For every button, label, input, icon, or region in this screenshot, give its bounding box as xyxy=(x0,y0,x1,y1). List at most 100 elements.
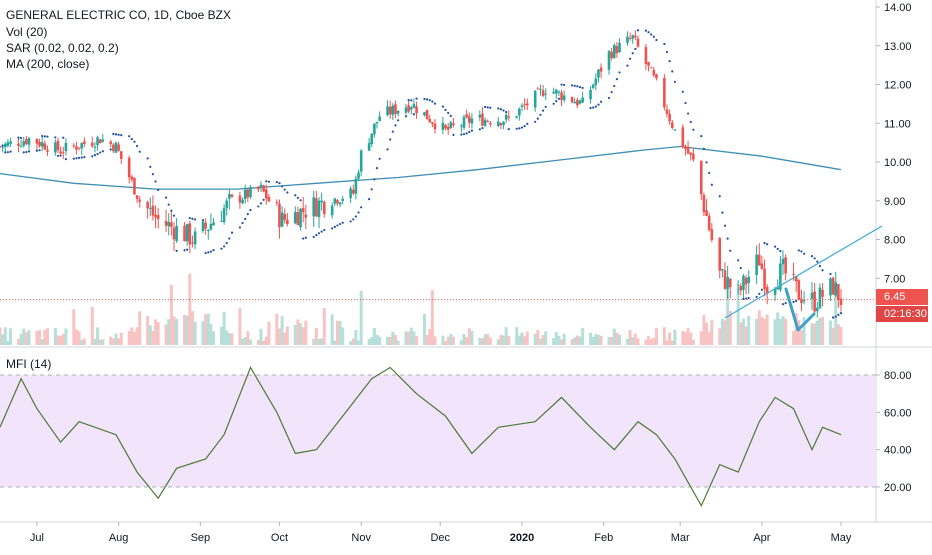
sar-dot xyxy=(758,292,761,295)
candle xyxy=(829,277,832,301)
volume-bar xyxy=(810,323,814,345)
volume-bar xyxy=(739,322,743,345)
sar-dot xyxy=(497,107,500,110)
volume-bar xyxy=(792,330,796,345)
volume-bar xyxy=(707,332,711,345)
sar-dot xyxy=(4,151,7,154)
candle xyxy=(154,205,157,229)
volume-bar xyxy=(19,333,23,345)
time-tick-label: Apr xyxy=(753,532,770,544)
sar-dot xyxy=(447,111,450,114)
sar-dot xyxy=(829,272,832,276)
candle-body xyxy=(80,143,84,149)
candle-body xyxy=(170,222,173,227)
sar-dot xyxy=(193,218,197,221)
sar-dot xyxy=(391,130,394,133)
sar-dot xyxy=(721,211,724,214)
volume-bar xyxy=(451,336,455,345)
legend-sar: SAR (0.02, 0.02, 0.2) xyxy=(6,41,119,55)
candle xyxy=(776,279,780,290)
candle-body xyxy=(718,238,722,271)
candle xyxy=(707,212,711,232)
candle-body xyxy=(576,99,579,106)
volume-bar xyxy=(204,314,208,345)
candle xyxy=(409,105,413,115)
volume-bar xyxy=(246,331,250,345)
candle xyxy=(293,206,297,225)
sar-dot xyxy=(404,115,408,118)
volume-bar xyxy=(594,334,598,345)
sar-dot xyxy=(352,218,355,221)
volume-bar xyxy=(813,323,817,345)
sar-dot xyxy=(1,144,4,147)
volume-bar xyxy=(615,332,619,345)
sar-dot xyxy=(188,216,191,220)
volume-bar xyxy=(720,318,724,345)
sar-dot xyxy=(481,127,484,130)
candle-body xyxy=(792,273,795,275)
candle-body xyxy=(504,114,508,120)
candle-body xyxy=(43,143,47,150)
candle xyxy=(75,141,78,155)
candle-body xyxy=(185,224,189,242)
candle xyxy=(460,123,463,133)
candle-body xyxy=(349,188,352,199)
sar-dot xyxy=(665,50,669,54)
candle xyxy=(212,217,215,226)
sar-dot xyxy=(555,100,558,103)
volume-bar xyxy=(333,340,337,345)
volume-bar xyxy=(183,314,187,345)
volume-bar xyxy=(6,340,10,345)
candle-body xyxy=(117,144,120,151)
sar-dot xyxy=(370,188,373,191)
candle xyxy=(367,138,371,152)
volume-bar xyxy=(670,340,674,345)
candle-body xyxy=(119,151,123,159)
mfi-tick-label: 40.00 xyxy=(884,445,912,457)
volume-bar xyxy=(625,338,629,345)
volume-bar xyxy=(341,327,345,345)
volume-bar xyxy=(480,338,484,345)
volume-bar xyxy=(151,330,155,345)
candle xyxy=(684,144,687,156)
volume-bar xyxy=(554,331,558,345)
candle xyxy=(27,137,31,150)
volume-bar xyxy=(802,317,806,345)
volume-bar xyxy=(109,336,113,345)
candle xyxy=(54,139,57,156)
candle-body xyxy=(83,141,86,144)
volume-bar xyxy=(135,327,139,345)
volume-bar xyxy=(523,336,527,345)
candle-body xyxy=(663,77,666,108)
candle-body xyxy=(460,125,463,127)
candle-body xyxy=(665,109,669,115)
candle xyxy=(689,152,693,161)
volume-bar xyxy=(225,330,229,345)
candle-body xyxy=(631,35,635,39)
candle xyxy=(544,88,548,100)
time-tick-label: Oct xyxy=(271,532,288,544)
volume-bar xyxy=(293,324,297,345)
candle-body xyxy=(338,202,342,205)
candle xyxy=(431,121,434,128)
candle-body xyxy=(710,229,714,241)
candle xyxy=(96,135,99,151)
candle xyxy=(702,192,706,217)
candle-body xyxy=(525,103,529,106)
candle-body xyxy=(433,123,437,130)
sar-dot xyxy=(375,167,379,170)
candle-body xyxy=(797,280,801,300)
volume-bar xyxy=(393,334,397,345)
candle xyxy=(338,201,342,208)
time-tick-label: 2020 xyxy=(510,532,534,544)
volume-bar xyxy=(404,331,408,345)
sar-dot xyxy=(821,269,824,272)
sar-dot xyxy=(718,195,721,198)
sar-dot xyxy=(563,83,566,87)
sar-dot xyxy=(9,150,12,153)
volume-bar xyxy=(407,331,411,345)
candle-body xyxy=(61,152,65,154)
volume-bar xyxy=(206,313,210,345)
candle-body xyxy=(652,69,656,76)
candle-body xyxy=(723,270,727,289)
